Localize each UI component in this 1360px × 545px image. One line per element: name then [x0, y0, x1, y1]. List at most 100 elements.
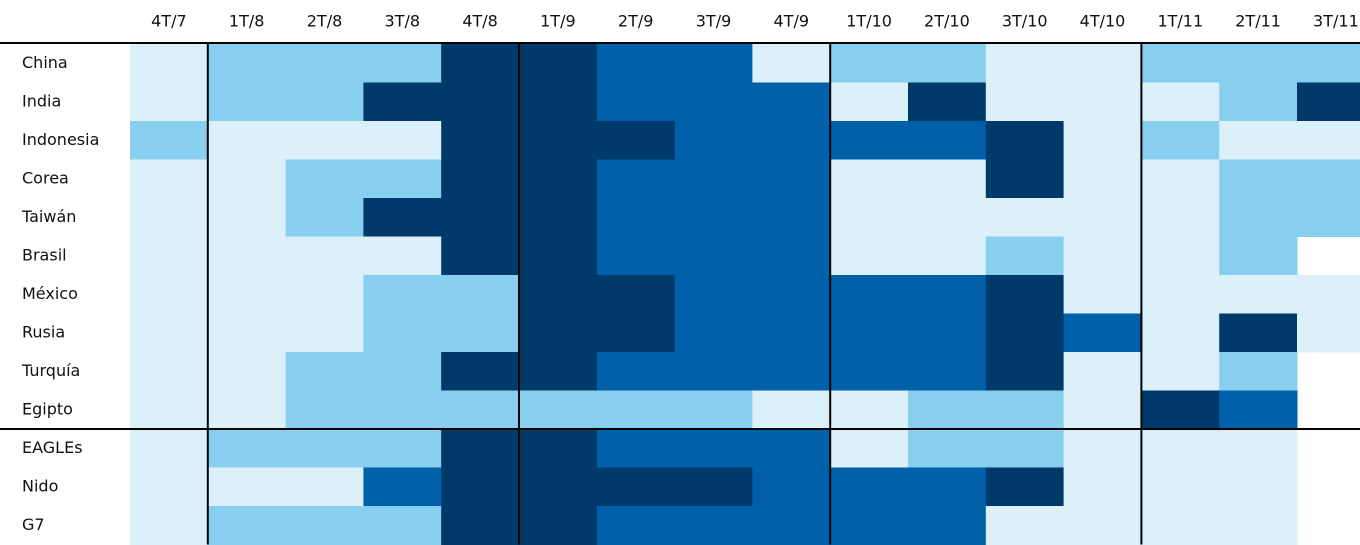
heat-cell	[441, 159, 520, 199]
heat-cell	[752, 198, 831, 237]
heat-cell	[441, 506, 520, 545]
heat-cell	[596, 44, 676, 83]
heat-cell	[1063, 275, 1142, 314]
row-label: Rusia	[22, 322, 65, 341]
column-label: 4T/10	[1080, 12, 1126, 31]
heat-cell	[285, 82, 364, 122]
heat-cell	[363, 236, 442, 276]
heat-cell	[441, 121, 520, 160]
heat-cell	[130, 198, 209, 237]
column-label: 1T/8	[229, 12, 265, 31]
heat-cell	[1141, 121, 1220, 160]
heat-cell	[908, 506, 987, 545]
row-label: Taiwán	[21, 207, 76, 226]
heat-cell	[596, 275, 676, 314]
heat-cell	[985, 313, 1065, 353]
heat-cell	[1141, 82, 1220, 122]
heat-cell	[830, 275, 909, 314]
heat-cell	[908, 82, 987, 122]
heat-cell	[674, 159, 753, 199]
heat-cell	[596, 236, 676, 276]
heat-cell	[908, 313, 987, 353]
heat-cell	[830, 352, 909, 391]
heat-cell	[1063, 198, 1142, 237]
heat-cell	[674, 352, 753, 391]
heat-cell	[674, 429, 753, 468]
row-label: Indonesia	[22, 130, 99, 149]
heat-cell	[130, 506, 209, 545]
heat-cell	[830, 121, 909, 160]
heat-cell	[1297, 82, 1360, 122]
heat-cell	[363, 275, 442, 314]
heat-cell	[207, 198, 287, 237]
heat-cell	[1141, 506, 1220, 545]
heat-cell	[441, 352, 520, 391]
heat-cell	[752, 159, 831, 199]
heat-cell	[207, 313, 287, 353]
heat-cell	[1063, 159, 1142, 199]
heat-cell	[908, 198, 987, 237]
row-label: México	[22, 284, 78, 303]
heat-cell	[908, 467, 987, 507]
heat-cell	[1219, 429, 1298, 468]
heat-cell	[752, 467, 831, 507]
heat-cell	[752, 313, 831, 353]
heat-cell	[285, 275, 364, 314]
heat-cell	[985, 467, 1065, 507]
heat-cell	[596, 313, 676, 353]
heat-cell	[363, 352, 442, 391]
heat-cell	[285, 390, 364, 430]
heat-cell	[1219, 467, 1298, 507]
heat-cell	[207, 429, 287, 468]
heat-cell	[207, 275, 287, 314]
heat-cell	[285, 44, 364, 83]
heat-cell	[207, 236, 287, 276]
heat-cell	[985, 506, 1065, 545]
heat-cell	[130, 82, 209, 122]
heat-cell	[830, 506, 909, 545]
heat-cell	[519, 467, 598, 507]
row-label: Corea	[22, 168, 69, 187]
heat-cell	[441, 390, 520, 430]
heat-cell	[908, 44, 987, 83]
row-label: Nido	[22, 476, 58, 495]
heat-cell	[441, 44, 520, 83]
heat-cell	[830, 198, 909, 237]
heat-cell	[985, 121, 1065, 160]
heat-cell	[519, 429, 598, 468]
heat-cell	[596, 352, 676, 391]
heat-cell	[285, 121, 364, 160]
heat-cell	[130, 467, 209, 507]
column-label: 4T/9	[774, 12, 810, 31]
heat-cell	[752, 275, 831, 314]
column-label: 2T/8	[307, 12, 343, 31]
heat-cell	[596, 82, 676, 122]
column-label: 4T/7	[151, 12, 187, 31]
heat-cell	[441, 82, 520, 122]
heat-cell	[908, 159, 987, 199]
column-label: 4T/8	[462, 12, 498, 31]
heat-cell	[1219, 82, 1298, 122]
heat-cell	[830, 390, 909, 430]
row-label: G7	[22, 515, 45, 534]
heat-cell	[1297, 121, 1360, 160]
heat-cell	[985, 44, 1065, 83]
heat-cell	[207, 506, 287, 545]
heat-cell	[1063, 236, 1142, 276]
heat-cell	[519, 236, 598, 276]
heat-cell	[752, 506, 831, 545]
heat-cell	[519, 313, 598, 353]
heat-cell	[674, 467, 753, 507]
heat-cell	[363, 467, 442, 507]
heat-cell	[519, 352, 598, 391]
heat-cell	[363, 82, 442, 122]
heat-cell	[1063, 121, 1142, 160]
heat-cell	[363, 198, 442, 237]
heat-cell	[130, 429, 209, 468]
heat-cell	[1063, 467, 1142, 507]
heat-cell	[1219, 275, 1298, 314]
row-label: India	[22, 91, 61, 110]
heat-cell	[285, 352, 364, 391]
heat-cell	[1219, 236, 1298, 276]
